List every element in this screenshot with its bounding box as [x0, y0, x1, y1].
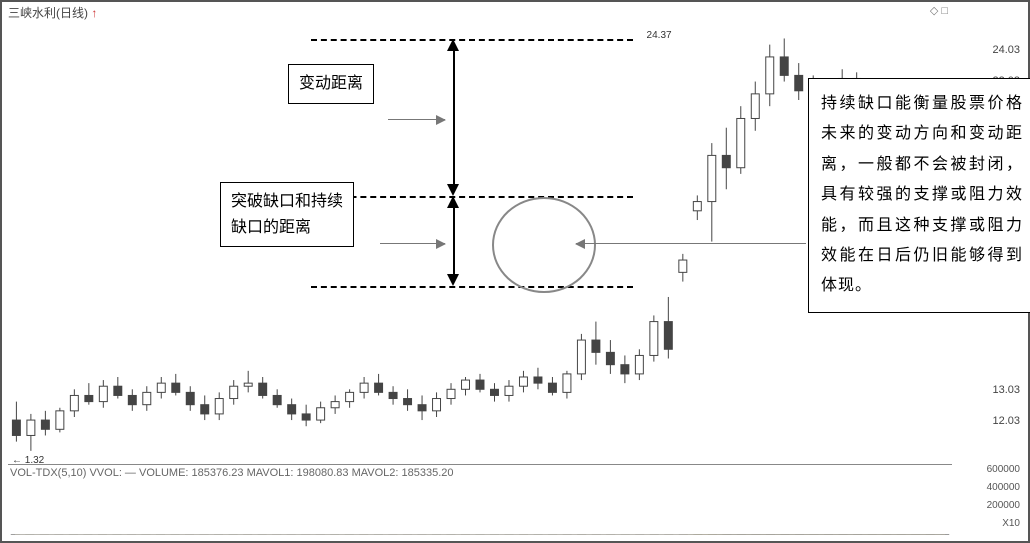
vol-ytick: X10 [1002, 518, 1020, 529]
ytick: 13.03 [992, 384, 1020, 396]
vol-ytick: 400000 [987, 482, 1020, 493]
label1-arrow [388, 119, 445, 120]
title-up-icon: ↑ [91, 6, 97, 20]
volume-yaxis: 600000 400000 200000 X10 [956, 465, 1024, 535]
dashed-line-mid [311, 196, 634, 198]
label2-arrow [380, 243, 445, 244]
title-text: 三峡水利(日线) [8, 6, 88, 20]
volume-svg [8, 481, 952, 535]
info-annotation: 持续缺口能衡量股票价格未来的变动方向和变动距离，一般都不会被封闭，具有较强的支撑… [808, 78, 1030, 313]
chart-window: 三峡水利(日线) ↑ ◇ □ 24.0323.0313.0312.03 ← 1.… [0, 0, 1030, 543]
info-arrow [576, 243, 806, 244]
vol-ytick: 200000 [987, 500, 1020, 511]
ytick: 24.03 [992, 44, 1020, 56]
label-movement-distance: 变动距离 [288, 64, 374, 104]
volume-panel: VOL-TDX(5,10) VVOL: — VOLUME: 185376.23 … [8, 464, 952, 535]
window-controls[interactable]: ◇ □ [930, 4, 948, 17]
label-gap-distance: 突破缺口和持续缺口的距离 [220, 182, 354, 247]
chart-title: 三峡水利(日线) ↑ [8, 4, 97, 21]
ytick: 12.03 [992, 415, 1020, 427]
dashed-line-top [311, 39, 634, 41]
dashed-line-bot [311, 286, 634, 288]
peak-price-label: 24.37 [647, 30, 672, 41]
vol-ytick: 600000 [987, 464, 1020, 475]
volume-title: VOL-TDX(5,10) VVOL: — VOLUME: 185376.23 … [10, 467, 454, 479]
